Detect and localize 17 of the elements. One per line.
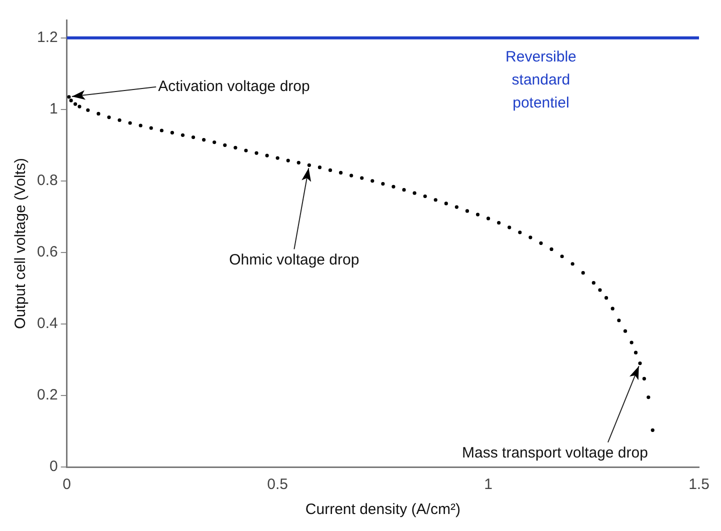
y-axis-title: Output cell voltage (Volts) — [12, 158, 30, 329]
y-tick-label: 0.2 — [36, 386, 58, 404]
y-tick-label: 0.4 — [36, 315, 58, 332]
x-tick-label: 0.5 — [267, 476, 288, 494]
y-tick-label: 0.6 — [36, 244, 58, 261]
x-axis-title: Current density (A/cm²) — [305, 501, 460, 518]
y-tick-label: 0.8 — [36, 172, 58, 190]
y-tick-label: 1.2 — [36, 29, 58, 46]
annotation: Ohmic voltage drop — [229, 251, 360, 268]
annotation: Activation voltage drop — [158, 78, 310, 96]
x-tick-label: 1.5 — [688, 476, 710, 494]
y-tick-label: 1 — [50, 100, 58, 118]
x-tick-label: 1 — [484, 476, 492, 494]
annotation: Mass transport voltage drop — [462, 444, 648, 462]
y-tick-label: 0 — [50, 458, 58, 476]
ref-line-label: Reversible standard potentiel — [506, 48, 576, 112]
x-tick-label: 0 — [62, 476, 72, 494]
